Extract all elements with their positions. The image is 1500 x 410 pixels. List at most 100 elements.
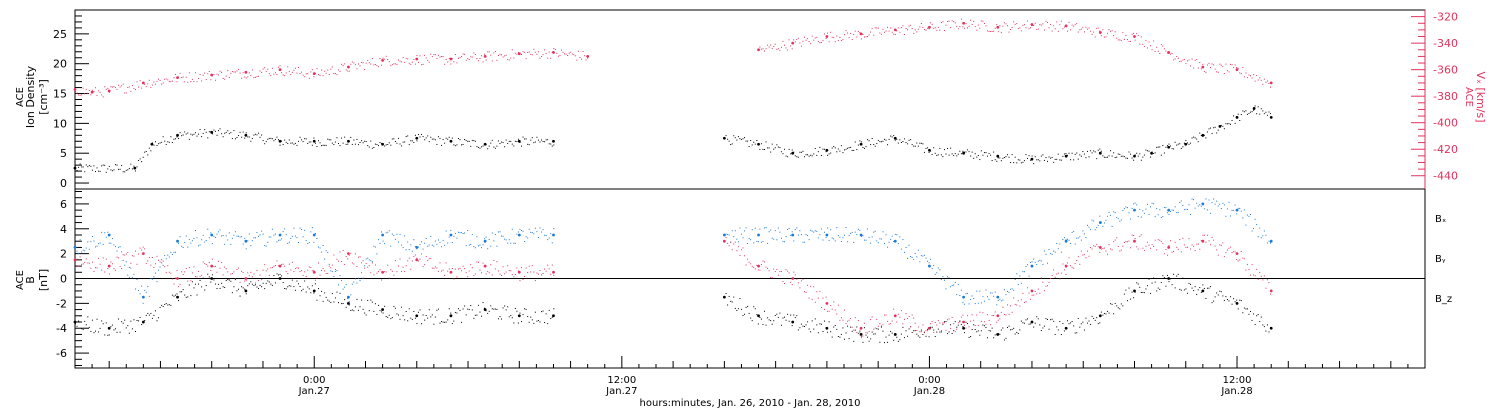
bx-sample bbox=[1047, 318, 1048, 320]
bx-sample bbox=[927, 328, 929, 330]
velocity-sample bbox=[1182, 59, 1184, 61]
velocity-sample bbox=[76, 92, 78, 94]
by-sample bbox=[951, 284, 953, 286]
density-sample bbox=[1114, 157, 1116, 159]
velocity-sample bbox=[397, 59, 399, 61]
density-sample bbox=[207, 137, 209, 139]
velocity-sample bbox=[1062, 28, 1064, 30]
by-sample bbox=[1085, 237, 1087, 239]
density-sample bbox=[1007, 154, 1009, 156]
bz-sample bbox=[362, 260, 364, 262]
density-sample bbox=[213, 129, 215, 131]
density-sample bbox=[318, 140, 319, 142]
bx-sample bbox=[1085, 317, 1087, 319]
velocity-sample bbox=[1190, 65, 1192, 67]
bz-sample bbox=[1126, 241, 1128, 243]
velocity-sample bbox=[530, 53, 532, 55]
bx-sample bbox=[416, 323, 418, 325]
by-sample bbox=[1063, 237, 1065, 239]
density-sample bbox=[1159, 146, 1161, 148]
bx-sample bbox=[125, 327, 127, 329]
density-point bbox=[1064, 154, 1068, 158]
bz-sample bbox=[485, 273, 487, 275]
bz-sample bbox=[1042, 281, 1044, 283]
bz-sample bbox=[345, 256, 347, 258]
by-sample bbox=[470, 244, 472, 246]
velocity-sample bbox=[356, 68, 358, 70]
bz-sample bbox=[863, 322, 865, 324]
by-sample bbox=[188, 239, 190, 241]
velocity-sample bbox=[973, 20, 975, 22]
bx-sample bbox=[1248, 313, 1250, 315]
bz-sample bbox=[517, 270, 519, 272]
bx-sample bbox=[930, 326, 932, 328]
bz-sample bbox=[1185, 246, 1187, 248]
bx-sample bbox=[138, 320, 140, 322]
density-sample bbox=[136, 166, 138, 168]
bz-sample bbox=[93, 270, 95, 272]
velocity-sample bbox=[207, 73, 209, 75]
bz-sample bbox=[399, 258, 401, 260]
density-sample bbox=[118, 168, 120, 170]
density-sample bbox=[1091, 152, 1093, 154]
bx-sample bbox=[813, 328, 815, 330]
density-sample bbox=[1156, 146, 1158, 148]
velocity-sample bbox=[1088, 27, 1090, 29]
velocity-sample bbox=[279, 65, 281, 67]
bz-sample bbox=[1003, 313, 1005, 315]
density-sample bbox=[759, 148, 761, 150]
bz-sample bbox=[753, 266, 755, 268]
density-sample bbox=[1139, 153, 1141, 155]
bz-sample bbox=[942, 322, 944, 324]
by-sample bbox=[553, 228, 555, 230]
by-sample bbox=[296, 237, 298, 239]
bx-sample bbox=[178, 300, 180, 302]
bz-sample bbox=[134, 250, 136, 252]
by-sample bbox=[1257, 236, 1259, 238]
velocity-sample bbox=[168, 80, 170, 82]
velocity-sample bbox=[391, 64, 393, 66]
by-sample bbox=[1265, 234, 1267, 236]
by-sample bbox=[256, 232, 258, 234]
density-sample bbox=[1102, 155, 1104, 157]
density-sample bbox=[894, 139, 896, 141]
velocity-sample bbox=[136, 81, 138, 83]
by-point bbox=[483, 239, 487, 243]
bx-point bbox=[552, 314, 555, 318]
velocity-sample bbox=[1033, 24, 1035, 26]
bz-sample bbox=[794, 274, 796, 276]
bx-sample bbox=[834, 324, 836, 326]
bz-sample bbox=[836, 313, 838, 315]
bx-sample bbox=[391, 317, 393, 319]
bz-sample bbox=[1142, 247, 1144, 249]
velocity-point bbox=[552, 51, 555, 54]
velocity-sample bbox=[510, 57, 512, 59]
density-sample bbox=[1188, 143, 1190, 145]
by-sample bbox=[207, 228, 209, 230]
bx-point bbox=[107, 326, 111, 330]
bx-sample bbox=[533, 322, 535, 324]
bz-point bbox=[312, 270, 316, 274]
bz-sample bbox=[193, 266, 195, 268]
density-sample bbox=[345, 143, 347, 145]
by-sample bbox=[428, 244, 430, 246]
density-sample bbox=[278, 139, 280, 141]
bz-sample bbox=[374, 264, 376, 266]
bz-sample bbox=[1036, 293, 1038, 295]
by-sample bbox=[82, 249, 84, 251]
velocity-sample bbox=[548, 51, 550, 53]
bx-sample bbox=[316, 299, 318, 301]
bx-sample bbox=[1057, 329, 1059, 331]
bx-sample bbox=[831, 336, 833, 338]
density-sample bbox=[333, 143, 335, 145]
velocity-sample bbox=[94, 87, 96, 89]
velocity-sample bbox=[779, 49, 781, 51]
velocity-sample bbox=[534, 51, 536, 53]
velocity-sample bbox=[234, 71, 236, 73]
bz-sample bbox=[171, 278, 173, 280]
bx-sample bbox=[387, 316, 389, 318]
by-sample bbox=[416, 248, 418, 250]
velocity-sample bbox=[1028, 28, 1030, 30]
density-sample bbox=[767, 147, 769, 149]
bx-sample bbox=[254, 284, 256, 286]
